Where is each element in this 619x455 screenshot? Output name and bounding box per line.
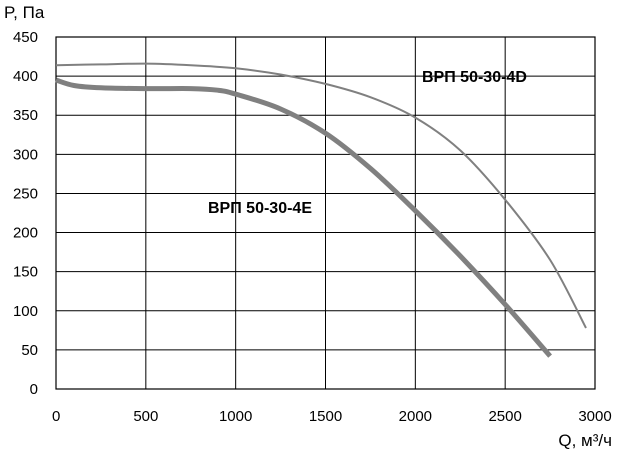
series-label-vrp-4d: ВРП 50-30-4D xyxy=(422,69,527,86)
series-line-vrp-4e xyxy=(55,77,552,358)
y-tick-label: 200 xyxy=(13,225,38,242)
y-axis-label: P, Па xyxy=(4,3,45,22)
x-tick-label: 1000 xyxy=(219,408,252,425)
y-tick-label: 250 xyxy=(13,185,38,202)
y-tick-label: 300 xyxy=(13,146,38,163)
y-tick-label: 400 xyxy=(13,68,38,85)
y-tick-label: 350 xyxy=(13,107,38,124)
grid xyxy=(55,36,596,390)
y-tick-label: 450 xyxy=(13,29,38,46)
tick-labels: 0 500 1000 1500 2000 2500 3000 0 50 100 150 200 250 3… xyxy=(13,29,612,425)
x-tick-label: 2000 xyxy=(399,408,432,425)
x-tick-label: 2500 xyxy=(488,408,521,425)
y-tick-label: 150 xyxy=(13,264,38,281)
plot-frame xyxy=(55,36,596,390)
y-tick-label: 100 xyxy=(13,303,38,320)
x-tick-label: 0 xyxy=(52,408,60,425)
series-lines xyxy=(55,62,587,358)
x-axis-label: Q, м³/ч xyxy=(558,431,612,450)
series-line-vrp-4d xyxy=(55,62,587,329)
x-tick-label: 1500 xyxy=(309,408,342,425)
y-tick-label: 0 xyxy=(30,381,38,398)
x-tick-label: 500 xyxy=(133,408,158,425)
x-tick-label: 3000 xyxy=(578,408,611,425)
y-tick-label: 50 xyxy=(21,342,38,359)
series-label-vrp-4e: ВРП 50-30-4E xyxy=(208,200,312,217)
